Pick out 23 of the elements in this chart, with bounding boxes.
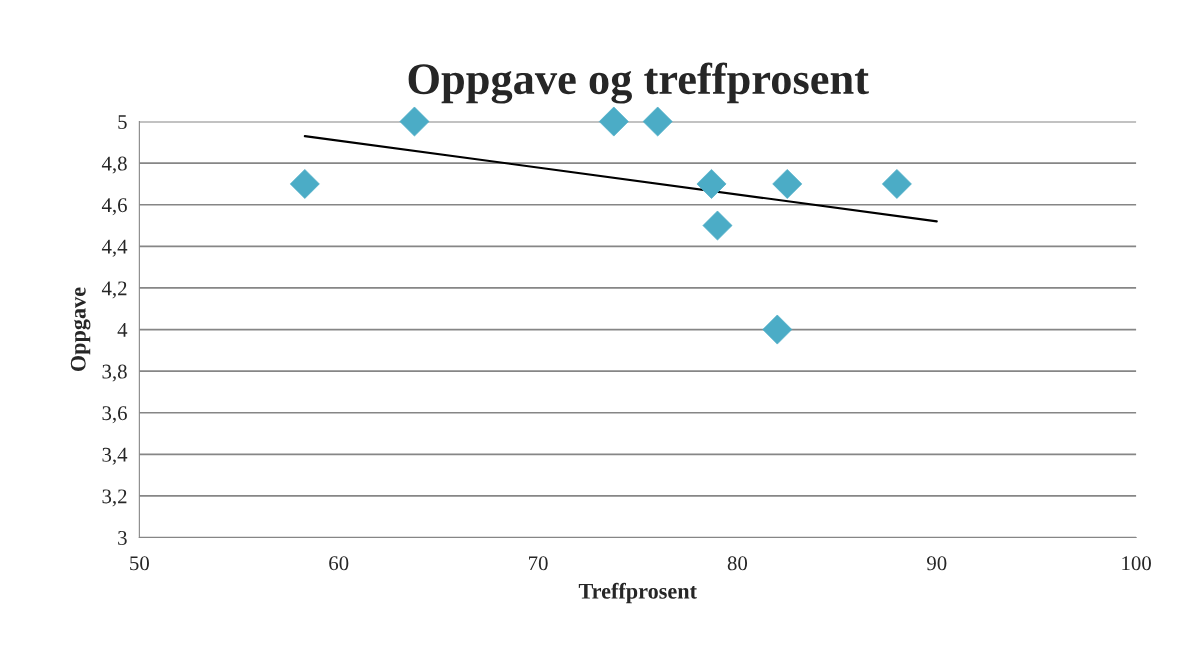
x-tick-label: 90 <box>927 556 947 571</box>
x-tick-label: 50 <box>130 556 149 571</box>
y-tick-label: 4,2 <box>101 281 127 299</box>
y-axis-title: Oppgave <box>70 287 91 372</box>
point <box>696 169 727 199</box>
y-tick-label: 3 <box>118 530 127 545</box>
x-tick-label: 60 <box>329 556 349 571</box>
y-tick-label: 3,4 <box>102 447 128 465</box>
y-tick-label: 4 <box>117 323 128 337</box>
y-tick-label: 3,6 <box>102 406 127 424</box>
x-axis-title: Treffprosent <box>578 582 697 604</box>
y-tick-label: 3,2 <box>102 489 127 507</box>
y-tick-label: 3,8 <box>102 364 127 382</box>
x-tick-label: 100 <box>1122 556 1151 571</box>
x-tick-label: 70 <box>529 556 548 571</box>
y-tick-label: 5 <box>118 115 127 129</box>
point <box>881 169 912 199</box>
y-tick-label: 4,4 <box>101 239 128 257</box>
x-tick-label: 80 <box>727 556 748 571</box>
y-tick-label: 4,8 <box>101 156 127 174</box>
point <box>598 106 629 137</box>
chart-title: Oppgave og treffprosent <box>408 62 869 104</box>
y-tick-label: 4,6 <box>101 198 127 216</box>
